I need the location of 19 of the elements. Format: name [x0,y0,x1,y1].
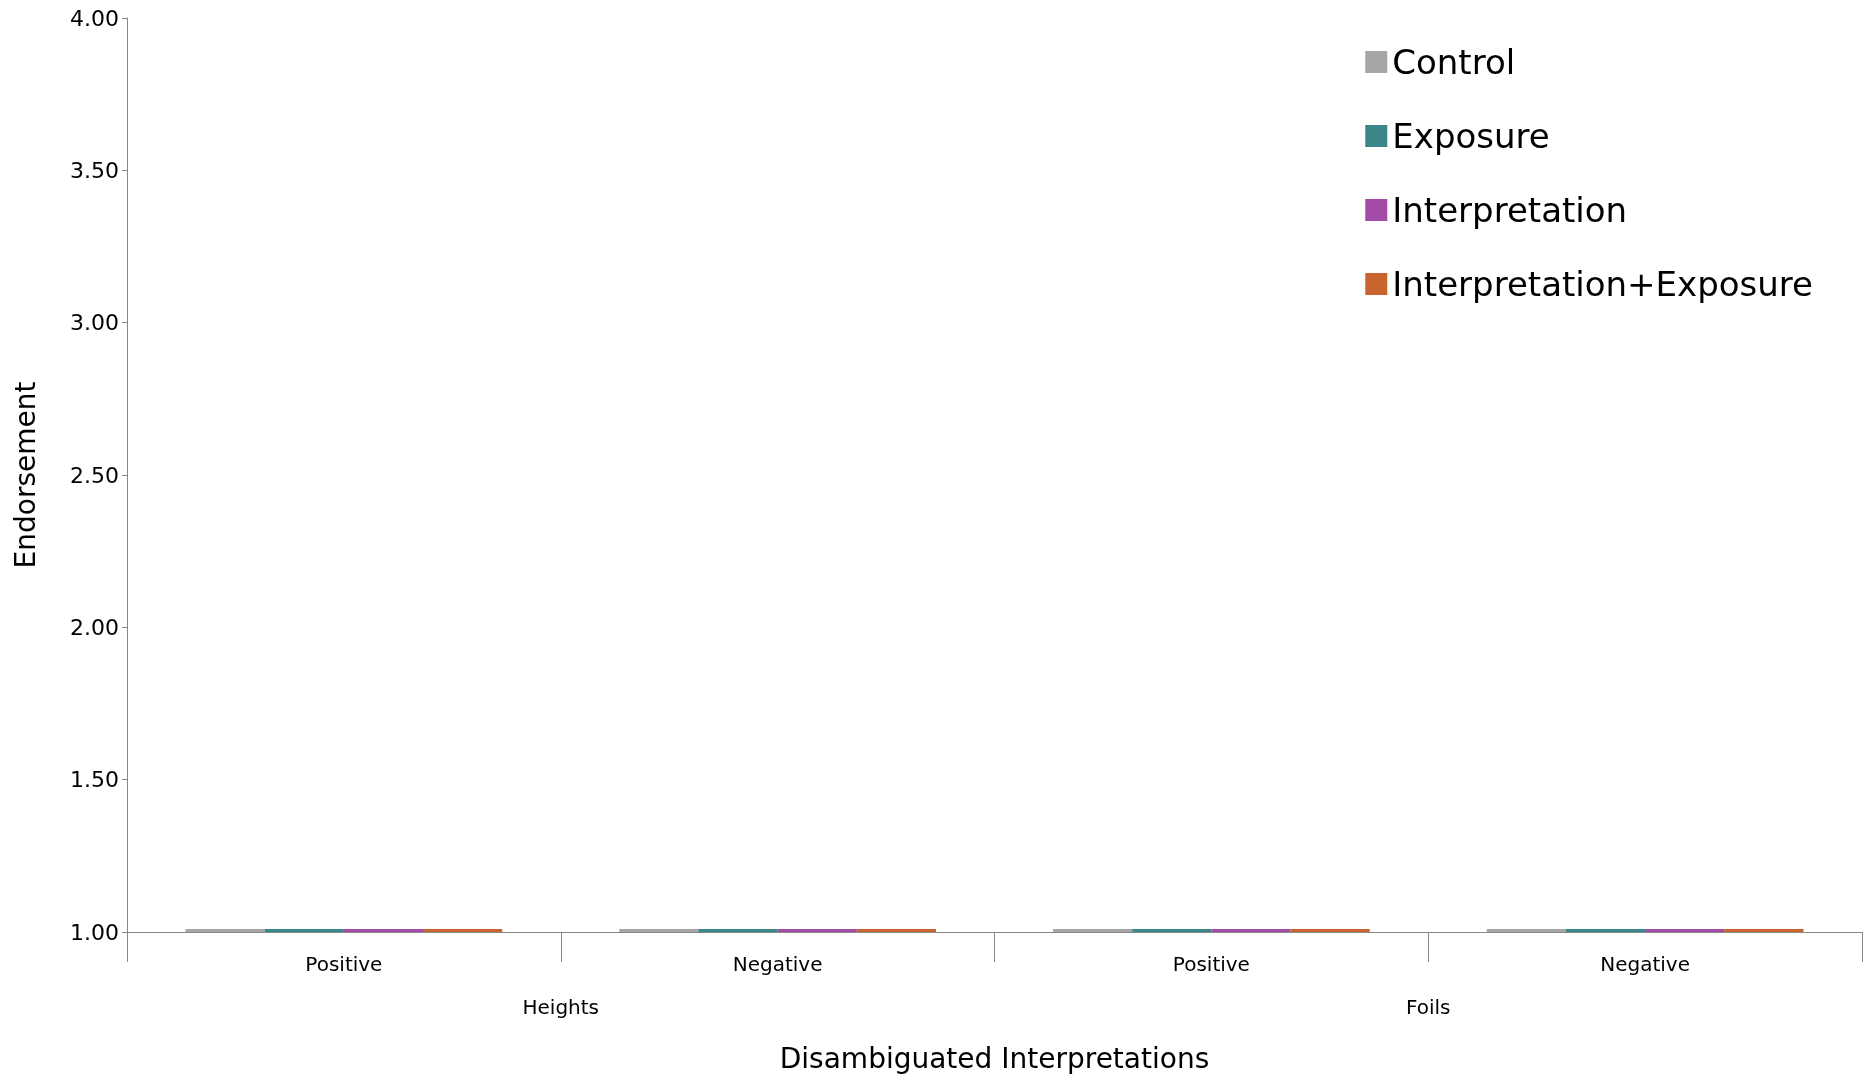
legend-label: Interpretation [1392,190,1628,230]
y-tick-label: 1.50 [70,767,119,793]
x-tick-label: Negative [1600,952,1691,976]
x-tick-label: Positive [1172,952,1250,976]
y-tick-label: 3.50 [70,157,119,183]
legend-label: Control [1392,42,1516,82]
x-tick-label: Positive [305,952,383,976]
x-axis-title: Disambiguated Interpretations [779,1041,1210,1075]
y-tick-label: 2.50 [70,462,119,488]
y-tick-label: 2.00 [70,614,119,640]
text: Heights [522,995,600,1019]
y-tick-label: 4.00 [70,5,119,31]
legend-label: Interpretation+Exposure [1392,264,1813,304]
y-axis-title: Endorsement [8,381,42,569]
y-tick-label: 1.00 [70,919,119,945]
text: Foils [1405,995,1451,1019]
legend-label: Exposure [1392,116,1550,156]
y-tick-label: 3.00 [70,310,119,336]
x-tick-label: Negative [732,952,823,976]
